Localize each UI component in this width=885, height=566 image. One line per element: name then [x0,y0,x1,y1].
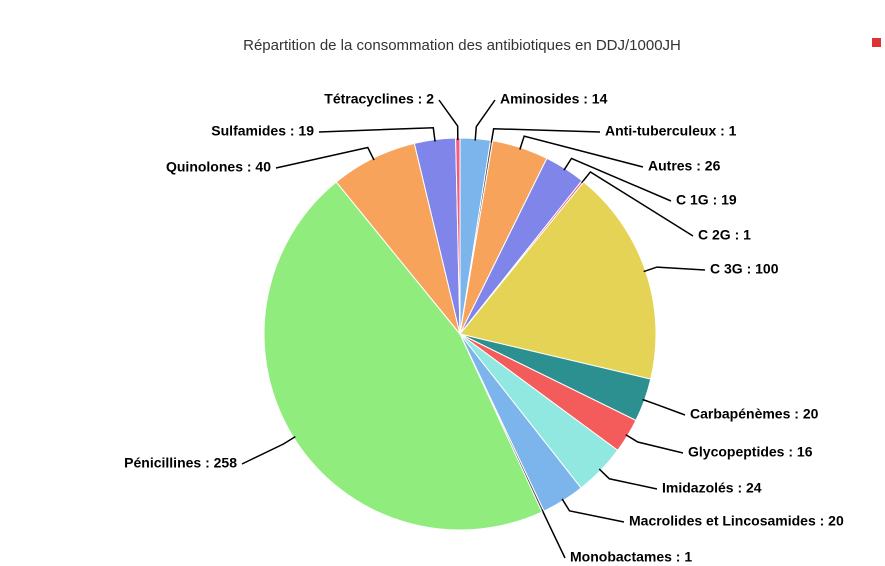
connector [598,468,658,490]
data-label: Macrolides et Lincosamides : 20 [629,513,844,529]
data-label: C 3G : 100 [710,261,779,277]
connector [561,498,625,523]
connector [275,146,375,169]
connector [643,266,706,273]
data-label: Autres : 26 [648,158,721,174]
export-icon[interactable] [872,38,881,47]
data-label: Anti-tuberculeux : 1 [605,123,737,139]
connector [642,398,686,416]
connector [474,99,496,141]
data-label: Quinolones : 40 [166,159,271,175]
connector [519,135,644,168]
data-label: Imidazolés : 24 [662,480,762,496]
connector [438,99,459,141]
connector [318,126,436,142]
data-label: Pénicillines : 258 [124,455,237,471]
data-label: C 2G : 1 [698,227,751,243]
connector [241,435,296,465]
data-label: Glycopeptides : 16 [688,444,813,460]
data-label: Monobactames : 1 [570,549,692,565]
connector [490,127,601,143]
data-label: Aminosides : 14 [500,91,608,107]
connector [563,157,672,202]
data-label: Sulfamides : 19 [211,123,314,139]
connector [581,170,694,237]
chart-title: Répartition de la consommation des antib… [243,37,681,54]
data-label: Carbapénèmes : 20 [690,406,819,422]
connector [625,434,684,454]
connector [541,509,566,559]
data-label: Tétracyclines : 2 [324,91,434,107]
data-label: C 1G : 19 [676,192,737,208]
